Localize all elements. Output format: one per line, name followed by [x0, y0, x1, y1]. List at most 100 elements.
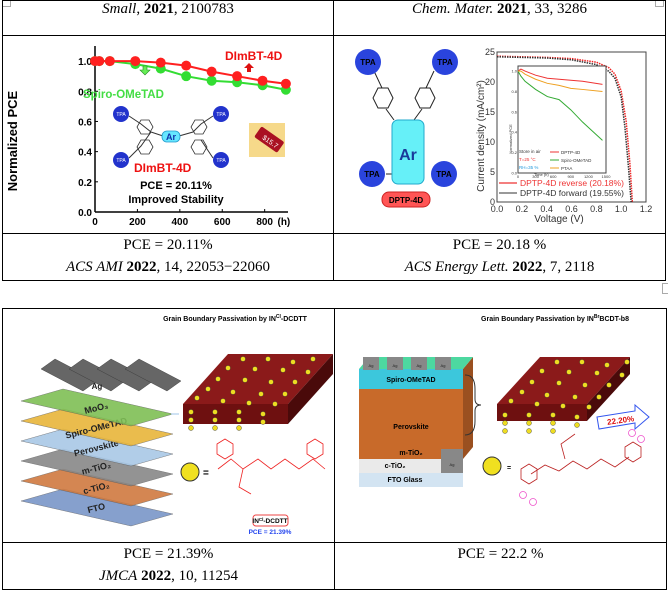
y-tick-label: 0.0	[78, 208, 92, 219]
year: 2021	[143, 1, 174, 17]
inset-y-label: Normalized PCE	[508, 124, 513, 154]
figure-cell-dptp: Ar TPA TPA TPA TPA DPTP-4D 0 5 10 15 20 25 0.0…	[333, 35, 666, 234]
pce-value: PCE = 22.2 %	[457, 546, 544, 562]
passivator-dot	[624, 359, 630, 365]
passivator-sphere-icon	[482, 456, 502, 476]
passivator-dot	[526, 412, 532, 418]
bond-lines	[128, 115, 214, 159]
layer-label: Perovskite	[393, 424, 429, 431]
passivator-dot	[529, 379, 535, 385]
layer-c-tio2	[359, 459, 463, 473]
passivator-dot	[236, 409, 242, 415]
x-tick-label: 1.2	[640, 204, 653, 214]
price-tag-icon	[254, 127, 284, 153]
passivator-dot	[188, 417, 194, 423]
x-tick-label: 0.2	[516, 204, 529, 214]
layer-label: FTO	[86, 501, 106, 515]
device-stack: FTOc-TiO₂m-TiO₂PerovskiteSpiro-OMeTADMoO…	[20, 358, 182, 527]
passivator-dot	[554, 359, 560, 365]
plot-frame	[496, 51, 647, 203]
year: 2021	[497, 1, 527, 17]
inset-x-tick-label: 0	[517, 174, 520, 179]
tpa-group-icon	[213, 106, 229, 122]
result-cell: PCE = 22.2 %	[334, 542, 667, 590]
ag-label: Ag	[393, 363, 398, 368]
x-tick-label: 0	[92, 217, 98, 228]
citation-cell: Chem. Mater. 2021, 33, 3286	[333, 0, 666, 36]
ag-label: Ag	[450, 462, 455, 467]
jv-curve-forward	[496, 56, 632, 203]
x-axis-label: Voltage (V)	[534, 214, 583, 225]
inset-y-tick-label: 0.6	[511, 109, 517, 114]
bracket	[464, 374, 482, 436]
passivator-dot	[258, 391, 264, 397]
passivator-dot	[188, 409, 194, 415]
passivator-dot	[574, 422, 580, 428]
tpa-label: TPA	[116, 112, 126, 118]
grain-boundary-slab	[497, 357, 630, 434]
slab-top	[183, 354, 333, 404]
ag-electrode	[124, 358, 182, 392]
result-cell: PCE = 20.18 % ACS Energy Lett. 2022, 7, …	[333, 233, 666, 281]
inset-x-tick-label: 600	[550, 174, 557, 179]
data-point	[206, 66, 217, 77]
benzene-ring	[190, 119, 208, 135]
efficiency-arrow: 22.20%	[596, 403, 650, 431]
figure-table-1: Small, 2021, 2100783 Chem. Mater. 2021, …	[2, 0, 666, 281]
tpa-label: TPA	[360, 58, 376, 67]
price-tag-badge: $15.7	[249, 123, 285, 157]
y-tick-label: 0.8	[78, 87, 92, 98]
inset-y-tick-label: 0.8	[511, 89, 517, 94]
down-arrow-icon	[139, 65, 151, 76]
passivator-dot	[579, 359, 585, 365]
x-tick-label: 400	[171, 217, 188, 228]
ag-label: Ag	[417, 363, 422, 368]
passivator-dot	[305, 369, 311, 375]
passivator-dot	[544, 392, 550, 398]
tpa-group-icon	[432, 49, 458, 75]
passivator-dot	[586, 404, 592, 410]
benzene-ring	[372, 87, 394, 109]
passivator-dot	[604, 362, 610, 368]
passivator-dot	[526, 420, 532, 426]
y-tick-label: 1.0	[78, 57, 92, 68]
x-tick-label: 600	[214, 217, 231, 228]
passivator-dot	[550, 428, 556, 434]
inset-x-tick-label: 1200	[584, 174, 594, 179]
tpa-group-icon	[113, 152, 129, 168]
passivator-dot	[502, 420, 508, 426]
passivator-dot	[246, 400, 252, 406]
tpa-group-icon	[355, 49, 381, 75]
passivator-dot	[534, 401, 540, 407]
passivator-dot	[260, 411, 266, 417]
tpa-label: TPA	[216, 158, 226, 164]
passivator-dot	[282, 391, 288, 397]
passivator-dot	[252, 366, 258, 372]
slab-side	[288, 354, 333, 424]
tpa-label: TPA	[116, 158, 126, 164]
inset-x-label: Time (h)	[534, 172, 549, 177]
y-axis-label: Current density (mA/cm²)	[476, 80, 487, 192]
volume-pages: , 10, 11254	[171, 568, 239, 584]
tpa-label: TPA	[437, 58, 453, 67]
passivator-dot	[212, 409, 218, 415]
layer-5	[20, 468, 174, 507]
passivator-dot	[502, 412, 508, 418]
y-tick-label: 0.6	[78, 117, 92, 128]
equals-sign: =	[507, 465, 511, 472]
inset-frame	[517, 65, 607, 174]
slab-front	[183, 404, 288, 424]
year: 2022	[126, 259, 157, 275]
separator: ,	[136, 1, 144, 17]
passivator-dot	[268, 379, 274, 385]
passivator-dot	[550, 412, 556, 418]
series-line-dimbt	[95, 60, 287, 85]
passivator-dot	[310, 356, 316, 362]
ag-electrode	[435, 357, 451, 370]
grain-boundary-slab	[183, 354, 333, 431]
dimbt-stability-chart: 0.0 0.2 0.4 0.6 0.8 1.0 0 200 400 600 800 (h) Norma…	[5, 46, 291, 228]
passivator-dot	[619, 372, 625, 378]
series-label-dimbt: DImBT-4D	[225, 49, 283, 63]
volume-pages: , 14, 22053−22060	[156, 259, 271, 275]
benzene-ring	[190, 139, 208, 155]
